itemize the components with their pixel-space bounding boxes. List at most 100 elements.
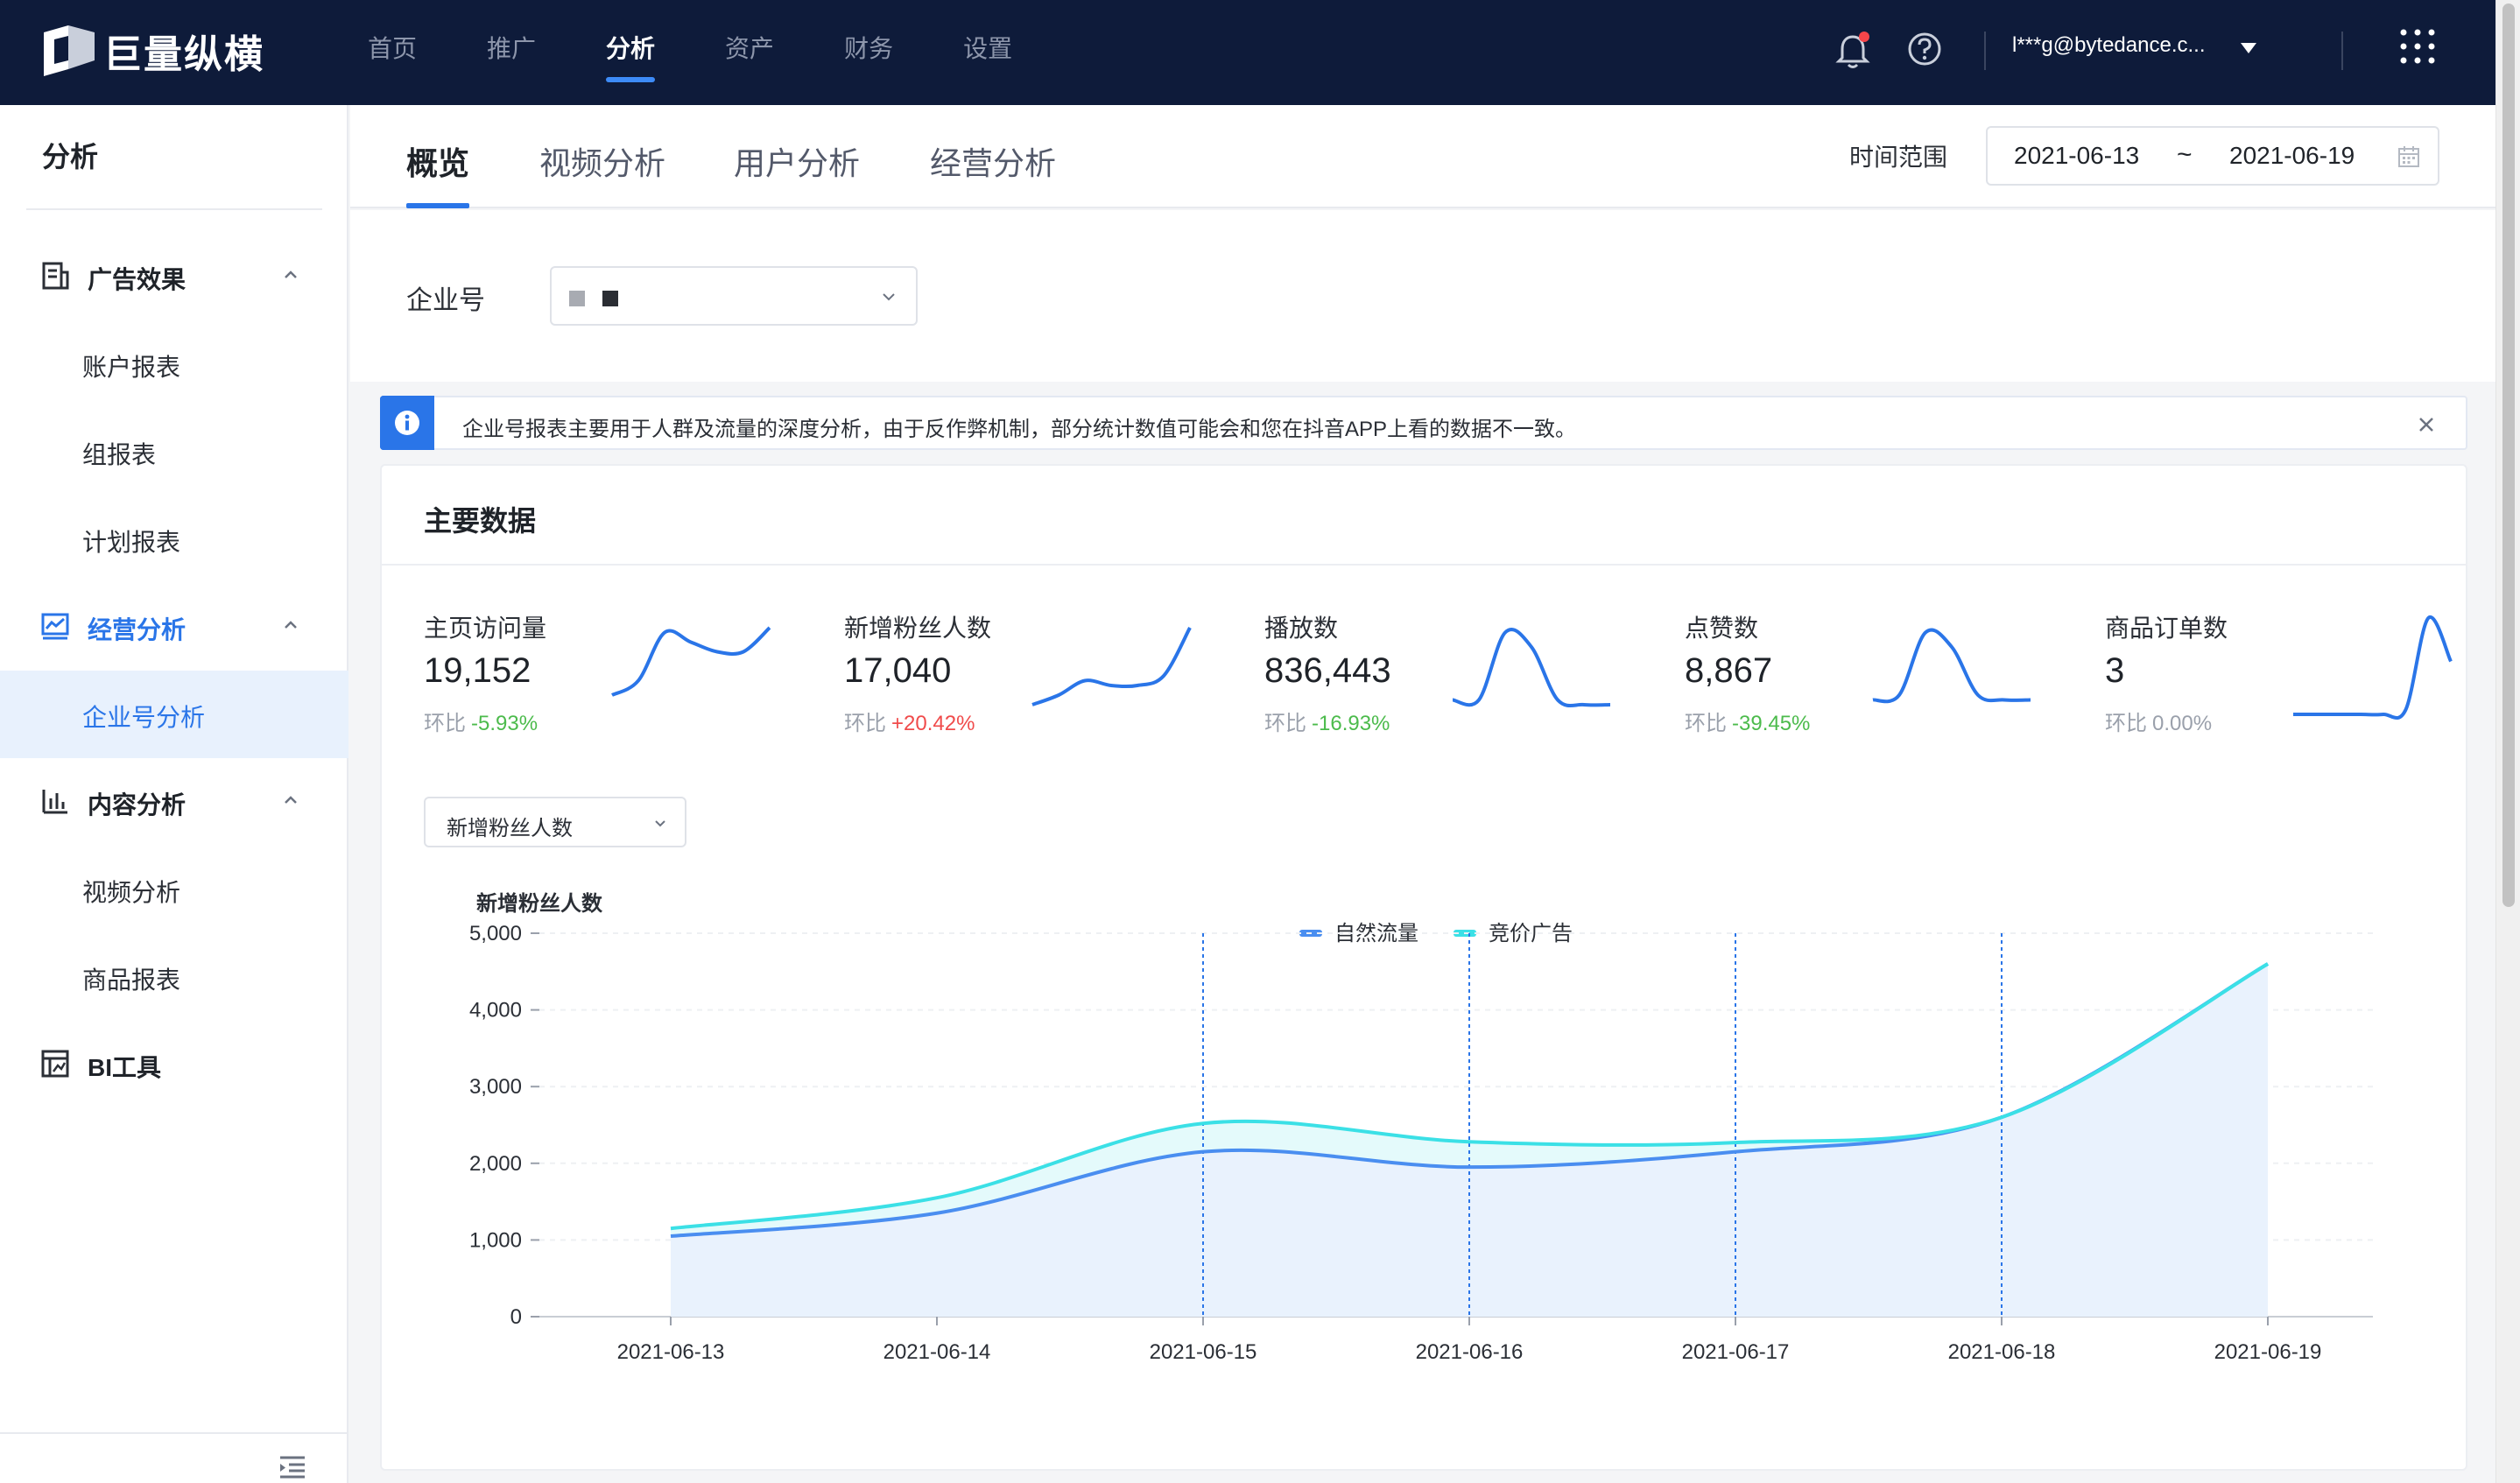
nav-divider	[1984, 32, 1986, 70]
x-tick-label: 2021-06-17	[1682, 1340, 1790, 1364]
y-tick-label: 0	[510, 1305, 522, 1329]
notification-bell-icon[interactable]	[1835, 32, 1870, 70]
sidebar-group-label: 内容分析	[88, 791, 187, 819]
compare-value: -5.93%	[471, 712, 538, 735]
caret-down-icon[interactable]	[2240, 42, 2257, 54]
account-label: 企业号	[406, 286, 485, 315]
chevron-down-icon	[655, 820, 665, 827]
tab-business-analysis[interactable]: 经营分析	[930, 145, 1057, 181]
nav-divider	[2341, 32, 2343, 70]
card-title: 主要数据	[424, 505, 537, 537]
sidebar-group-content-analysis[interactable]: 内容分析	[0, 758, 348, 846]
metric-compare: 环比 -16.93%	[1264, 706, 1390, 736]
metric-label: 商品订单数	[2105, 615, 2228, 642]
sidebar-item-enterprise-analysis[interactable]: 企业号分析	[0, 671, 348, 758]
x-tick-label: 2021-06-15	[1150, 1340, 1257, 1364]
app-logo[interactable]: 巨量纵横	[42, 23, 264, 79]
compare-label: 环比	[2105, 712, 2147, 735]
chevron-up-icon[interactable]	[282, 616, 299, 634]
app-name: 巨量纵横	[103, 33, 264, 76]
metric-compare: 环比 +20.42%	[844, 706, 975, 736]
y-tick-label: 4,000	[469, 999, 522, 1023]
sidebar-item-label: 企业号分析	[82, 704, 206, 731]
date-range-picker[interactable]: 2021-06-13 ~ 2021-06-19	[1986, 126, 2439, 186]
nav-item-promotion[interactable]: 推广	[487, 35, 537, 62]
sidebar-group-label: 广告效果	[88, 266, 187, 293]
main-data-card: 主要数据 主页访问量 19,152 环比 -5.93% 新增粉丝人数 17,040…	[380, 464, 2467, 1471]
help-icon[interactable]	[1907, 32, 1942, 67]
calendar-icon[interactable]	[2397, 145, 2420, 168]
nav-item-home[interactable]: 首页	[368, 35, 418, 62]
sidebar-item-label: 视频分析	[82, 879, 181, 906]
sidebar-item-account-report[interactable]: 账户报表	[0, 320, 348, 408]
sparkline	[1031, 627, 1192, 706]
bi-tool-icon	[41, 1050, 69, 1078]
metric-compare: 环比 0.00%	[2105, 706, 2212, 736]
end-date[interactable]: 2021-06-19	[2229, 142, 2355, 169]
compare-label: 环比	[424, 712, 466, 735]
sidebar-title: 分析	[42, 141, 99, 172]
metric-compare: 环比 -39.45%	[1685, 706, 1810, 736]
area-fill	[671, 964, 2268, 1317]
nav-item-settings[interactable]: 设置	[963, 35, 1013, 62]
bar-chart-icon	[42, 790, 67, 814]
metric-product-orders[interactable]: 商品订单数 3 环比 0.00%	[2105, 609, 2508, 741]
metric-value: 3	[2105, 651, 2125, 690]
divider	[0, 1432, 348, 1434]
sidebar-item-plan-report[interactable]: 计划报表	[0, 496, 348, 583]
sidebar-item-product-report[interactable]: 商品报表	[0, 933, 348, 1021]
metric-value: 836,443	[1264, 651, 1391, 690]
compare-label: 环比	[1264, 712, 1306, 735]
sidebar-group-bi-tool[interactable]: BI工具	[0, 1021, 348, 1108]
metric-likes[interactable]: 点赞数 8,867 环比 -39.45%	[1685, 609, 2087, 741]
chevron-up-icon[interactable]	[282, 791, 299, 809]
logo-icon	[44, 25, 95, 76]
tab-user-analysis[interactable]: 用户分析	[734, 145, 861, 181]
date-separator: ~	[2177, 140, 2193, 169]
close-icon[interactable]	[2417, 415, 2436, 434]
nav-item-analysis[interactable]: 分析	[606, 0, 656, 105]
chevron-up-icon[interactable]	[282, 266, 299, 284]
x-tick-label: 2021-06-14	[883, 1340, 991, 1364]
sparkline-line	[611, 626, 771, 697]
sparkline	[611, 626, 771, 697]
sidebar-item-label: 计划报表	[82, 529, 181, 556]
sidebar-group-business-analysis[interactable]: 经营分析	[0, 583, 348, 671]
metric-label: 新增粉丝人数	[844, 615, 992, 642]
divider	[382, 564, 2466, 566]
sidebar-item-label: 商品报表	[82, 966, 181, 994]
report-icon	[42, 262, 69, 290]
compare-value: 0.00%	[2152, 712, 2213, 735]
account-select[interactable]	[550, 266, 918, 326]
compare-label: 环比	[1685, 712, 1727, 735]
sparkline-line	[1031, 627, 1192, 706]
user-account-menu[interactable]: l***g@bytedance.c...	[2012, 33, 2206, 57]
tab-video-analysis[interactable]: 视频分析	[539, 145, 666, 181]
sidebar-item-group-report[interactable]: 组报表	[0, 408, 348, 496]
nav-item-finance[interactable]: 财务	[844, 35, 894, 62]
nav-item-assets[interactable]: 资产	[725, 35, 775, 62]
y-tick-label: 1,000	[469, 1228, 522, 1252]
compare-label: 环比	[844, 712, 886, 735]
metric-label: 点赞数	[1685, 615, 1759, 642]
x-tick-label: 2021-06-16	[1416, 1340, 1524, 1364]
start-date[interactable]: 2021-06-13	[2014, 142, 2140, 169]
metric-homepage-visits[interactable]: 主页访问量 19,152 环比 -5.93%	[424, 609, 827, 741]
compare-value: -16.93%	[1312, 712, 1390, 735]
metric-select[interactable]: 新增粉丝人数	[424, 797, 686, 847]
banner-text: 企业号报表主要用于人群及流量的深度分析，由于反作弊机制，部分统计数值可能会和您在…	[462, 418, 1577, 441]
tab-overview[interactable]: 概览	[406, 138, 470, 208]
metric-plays[interactable]: 播放数 836,443 环比 -16.93%	[1264, 609, 1667, 741]
info-banner: 企业号报表主要用于人群及流量的深度分析，由于反作弊机制，部分统计数值可能会和您在…	[380, 396, 2467, 450]
area-band	[671, 964, 2268, 1237]
app-grid-icon[interactable]	[2399, 28, 2436, 65]
sparkline-line	[1872, 628, 2031, 704]
metric-new-followers[interactable]: 新增粉丝人数 17,040 环比 +20.42%	[844, 609, 1247, 741]
x-tick-label: 2021-06-19	[2214, 1340, 2322, 1364]
sidebar-group-label: BI工具	[88, 1054, 162, 1081]
sidebar-item-video-analysis[interactable]: 视频分析	[0, 846, 348, 933]
scrollbar-thumb[interactable]	[2502, 4, 2515, 907]
collapse-sidebar-icon[interactable]	[278, 1455, 306, 1479]
sidebar-group-ad-effect[interactable]: 广告效果	[0, 233, 348, 320]
info-icon	[380, 396, 434, 450]
